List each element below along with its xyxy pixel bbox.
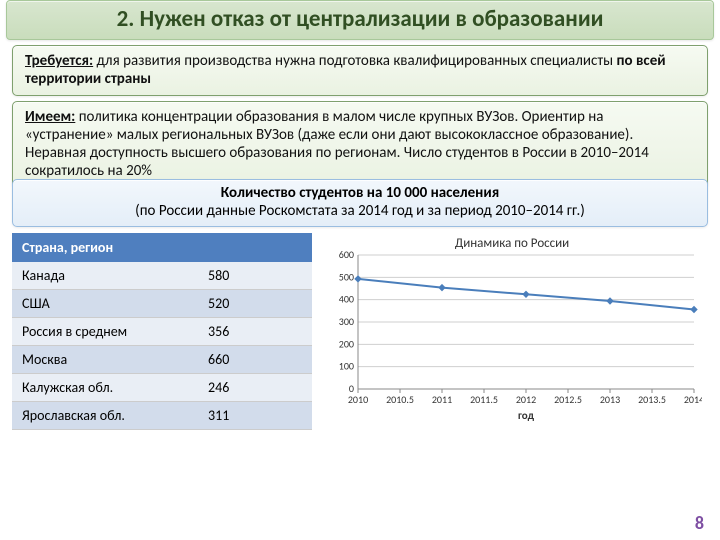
svg-text:год: год xyxy=(518,409,535,422)
svg-text:100: 100 xyxy=(339,360,354,373)
page-number: 8 xyxy=(695,512,704,534)
svg-text:600: 600 xyxy=(339,248,354,261)
row-value: 520 xyxy=(198,290,312,318)
row-label: США xyxy=(12,290,198,318)
row-label: Москва xyxy=(12,346,198,374)
svg-text:500: 500 xyxy=(339,271,354,284)
table-row: Ярославская обл.311 xyxy=(12,402,312,430)
svg-text:Динамика по России: Динамика по России xyxy=(455,236,569,251)
block-required: Требуется: для развития производства нуж… xyxy=(12,45,708,96)
row-label: Ярославская обл. xyxy=(12,402,198,430)
line-chart: Динамика по России0100200300400500600201… xyxy=(322,233,708,430)
required-lead: Требуется: xyxy=(25,52,93,70)
svg-text:400: 400 xyxy=(339,293,354,306)
svg-text:2010.5: 2010.5 xyxy=(386,393,414,406)
table-row: Москва660 xyxy=(12,346,312,374)
row-value: 311 xyxy=(198,402,312,430)
lower-section: Страна, регион Канада580США520Россия в с… xyxy=(12,233,708,430)
svg-text:300: 300 xyxy=(339,315,354,328)
table-row: Россия в среднем356 xyxy=(12,318,312,346)
table-row: Канада580 xyxy=(12,262,312,290)
chart-header: Количество студентов на 10 000 населения… xyxy=(12,179,708,228)
row-label: Канада xyxy=(12,262,198,290)
svg-text:2012: 2012 xyxy=(516,393,536,406)
svg-text:2013: 2013 xyxy=(600,393,620,406)
table-row: Калужская обл.246 xyxy=(12,374,312,402)
table-header: Страна, регион xyxy=(12,233,312,262)
chart-header-title: Количество студентов на 10 000 населения xyxy=(23,184,697,202)
svg-text:2010: 2010 xyxy=(348,393,368,406)
have-lead: Имеем: xyxy=(25,108,75,126)
row-value: 356 xyxy=(198,318,312,346)
row-label: Россия в среднем xyxy=(12,318,198,346)
chart-header-sub: (по России данные Роскомстата за 2014 го… xyxy=(23,202,697,220)
block-have: Имеем: политика концентрации образования… xyxy=(12,101,708,188)
data-table: Страна, регион Канада580США520Россия в с… xyxy=(12,233,312,430)
page-title: 2. Нужен отказ от централизации в образо… xyxy=(17,5,703,33)
title-bar: 2. Нужен отказ от централизации в образо… xyxy=(6,0,714,40)
svg-text:200: 200 xyxy=(339,338,354,351)
svg-text:2011.5: 2011.5 xyxy=(470,393,498,406)
required-text: для развития производства нужна подготов… xyxy=(93,52,616,70)
svg-text:2012.5: 2012.5 xyxy=(554,393,582,406)
row-value: 660 xyxy=(198,346,312,374)
svg-text:2011: 2011 xyxy=(432,393,452,406)
row-label: Калужская обл. xyxy=(12,374,198,402)
table-row: США520 xyxy=(12,290,312,318)
svg-text:2014: 2014 xyxy=(684,393,702,406)
row-value: 246 xyxy=(198,374,312,402)
have-text: политика концентрации образования в мало… xyxy=(25,108,649,181)
row-value: 580 xyxy=(198,262,312,290)
svg-text:2013.5: 2013.5 xyxy=(638,393,666,406)
